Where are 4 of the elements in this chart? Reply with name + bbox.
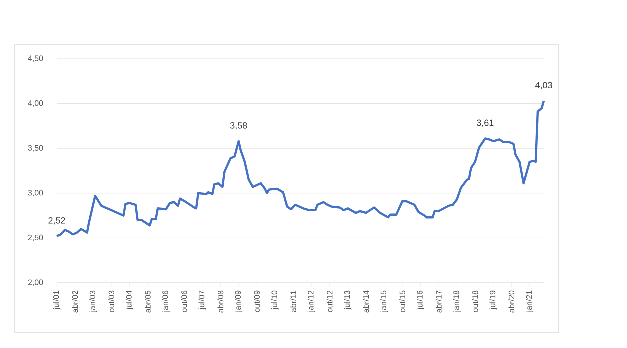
annotation: 3,58 xyxy=(230,122,248,130)
annotation: 4,03 xyxy=(535,82,552,90)
annotation: 2,52 xyxy=(48,217,66,225)
annotation: 3,61 xyxy=(477,120,494,128)
